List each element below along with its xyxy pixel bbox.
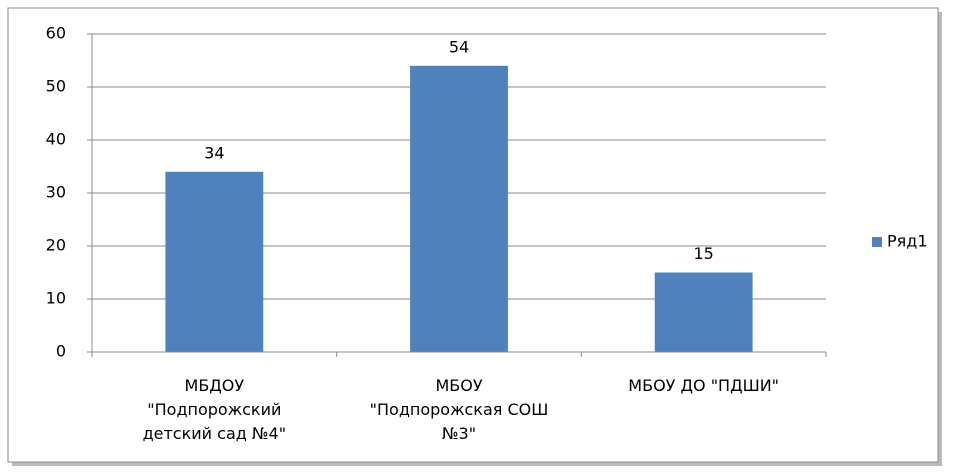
y-tick-label: 20	[46, 236, 66, 255]
data-label: 54	[449, 37, 469, 56]
bar	[165, 171, 264, 352]
y-tick-label: 50	[46, 77, 66, 96]
x-tick-label: МБДОУ "Подпорожский детский сад №4"	[142, 376, 287, 443]
data-label: 15	[693, 244, 713, 263]
legend-label: Ряд1	[887, 232, 928, 251]
y-tick-label: 40	[46, 130, 66, 149]
y-tick-label: 60	[46, 24, 66, 43]
bar	[410, 65, 508, 353]
y-tick-label: 30	[46, 183, 66, 202]
bar	[654, 272, 753, 352]
x-tick-label: МБОУ ДО "ПДШИ"	[628, 376, 780, 395]
data-label: 34	[204, 143, 224, 162]
y-tick-label: 10	[46, 289, 66, 308]
y-tick-label: 0	[56, 342, 66, 361]
legend-swatch	[872, 237, 882, 247]
x-tick-label: МБОУ "Подпорожская СОШ №3"	[369, 376, 549, 443]
